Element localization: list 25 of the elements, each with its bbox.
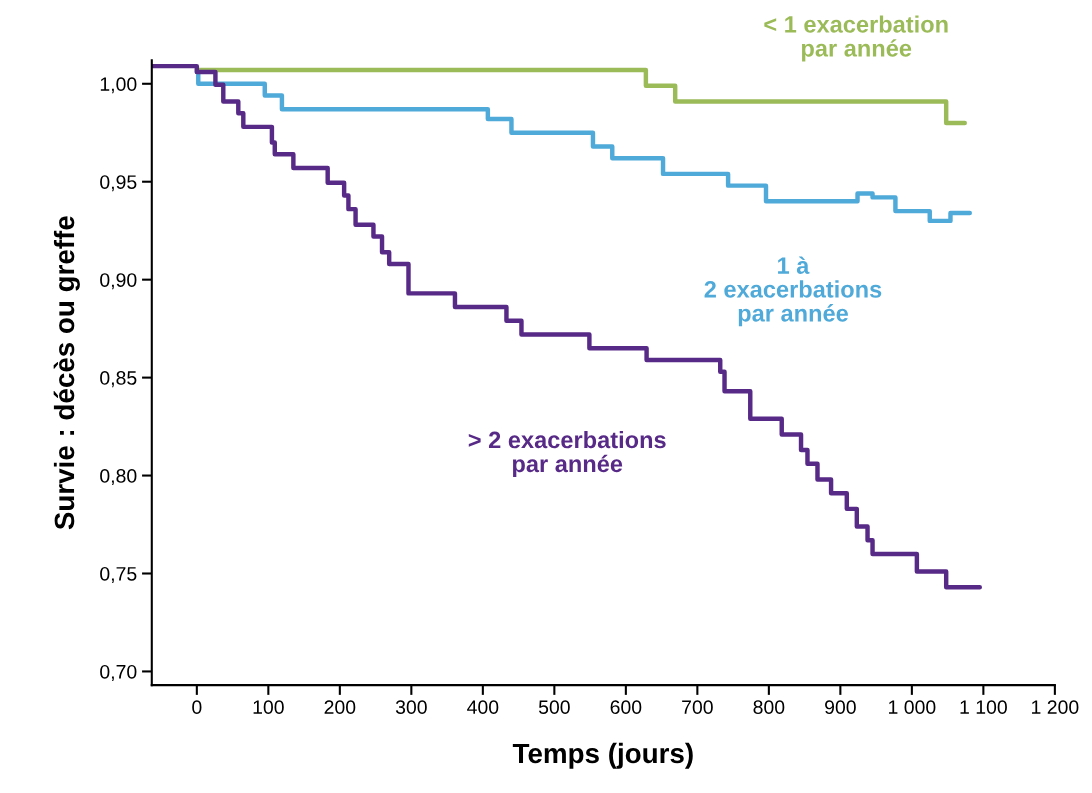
y-tick-label: 0,80 — [100, 469, 137, 486]
y-tick-label: 0,90 — [100, 273, 137, 290]
x-tick-label: 0 — [192, 700, 202, 715]
text: 1 à 2 exacerbations par année — [704, 256, 882, 327]
x-tick-label: 1 200 — [1032, 700, 1079, 715]
y-axis-title: Survie : décès ou greffe — [53, 216, 80, 530]
x-tick-label: 700 — [682, 700, 713, 715]
y-tick-label: 0,95 — [100, 175, 137, 192]
y-tick-label: 0,70 — [100, 664, 137, 681]
x-tick-label: 500 — [538, 700, 570, 715]
x-tick-label: 1 000 — [889, 700, 936, 715]
x-tick-label: 300 — [395, 700, 427, 715]
y-tick-label: 0,85 — [100, 371, 137, 388]
x-tick-label: 100 — [253, 700, 284, 715]
x-tick-label: 200 — [324, 700, 356, 715]
series-label: < 1 exacerbation par année — [764, 15, 948, 62]
x-tick-label: 1 100 — [960, 700, 1007, 715]
x-axis-title: Temps (jours) — [512, 742, 693, 769]
x-tick-label: 800 — [753, 700, 785, 715]
x-tick-label: 400 — [467, 700, 499, 715]
x-tick-label: 900 — [825, 700, 856, 715]
y-tick-label: 1,00 — [100, 77, 137, 94]
x-tick-label: 600 — [610, 700, 642, 715]
text: > 2 exacerbations par année — [468, 430, 666, 477]
y-tick-label: 0,75 — [100, 566, 137, 584]
